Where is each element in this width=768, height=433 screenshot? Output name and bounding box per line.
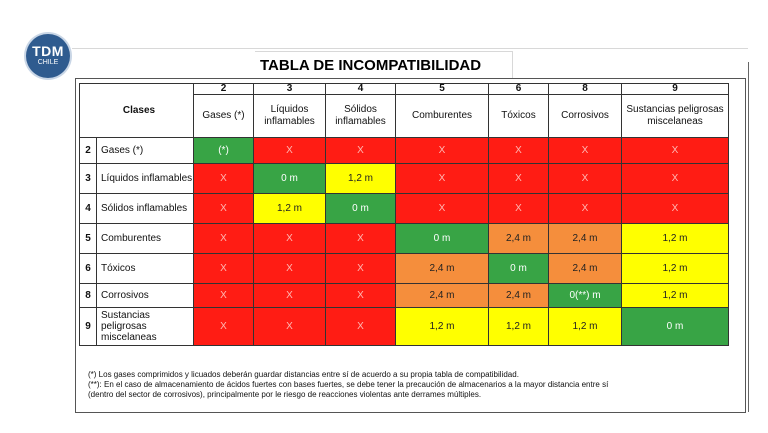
clases-header: Clases: [79, 83, 194, 138]
row-label: Comburentes: [96, 223, 194, 254]
logo-text: TDM: [32, 43, 64, 59]
column-number: 8: [548, 83, 622, 95]
divider: [748, 62, 749, 412]
compatibility-cell: X: [253, 283, 326, 308]
compatibility-cell: X: [193, 307, 254, 346]
row-number: 6: [79, 253, 97, 284]
compatibility-cell: X: [325, 307, 396, 346]
column-number: 4: [325, 83, 396, 95]
table-row: 5 Comburentes X X X 0 m 2,4 m 2,4 m 1,2 m: [79, 223, 729, 254]
compatibility-cell: X: [621, 163, 729, 194]
row-number: 3: [79, 163, 97, 194]
compatibility-cell: X: [193, 163, 254, 194]
compatibility-cell: X: [488, 137, 549, 164]
compatibility-cell: 1,2 m: [488, 307, 549, 346]
column-header: Líquidos inflamables: [253, 94, 326, 138]
compatibility-cell: X: [193, 193, 254, 224]
row-number: 2: [79, 137, 97, 164]
table-row: 8 Corrosivos X X X 2,4 m 2,4 m 0(**) m 1,2 m: [79, 283, 729, 308]
compatibility-cell: X: [253, 307, 326, 346]
compatibility-cell: 2,4 m: [395, 253, 489, 284]
column-number: 9: [621, 83, 729, 95]
compatibility-cell: 0 m: [488, 253, 549, 284]
row-number: 8: [79, 283, 97, 308]
compatibility-cell: X: [548, 163, 622, 194]
tdm-chile-logo: TDM CHILE: [26, 34, 70, 78]
compatibility-cell: 2,4 m: [488, 283, 549, 308]
compatibility-cell: X: [193, 223, 254, 254]
row-label: Líquidos inflamables: [96, 163, 194, 194]
column-number: 6: [488, 83, 549, 95]
compatibility-cell: 1,2 m: [395, 307, 489, 346]
compatibility-cell: 1,2 m: [325, 163, 396, 194]
compatibility-cell: 0 m: [253, 163, 326, 194]
column-header: Sustancias peligrosas miscelaneas: [621, 94, 729, 138]
compatibility-cell: X: [253, 137, 326, 164]
footnote-gases: (*) Los gases comprimidos y licuados deb…: [88, 370, 519, 379]
compatibility-cell: X: [488, 163, 549, 194]
row-label: Gases (*): [96, 137, 194, 164]
column-header: Tóxicos: [488, 94, 549, 138]
compatibility-cell: 1,2 m: [621, 283, 729, 308]
compatibility-cell: X: [395, 163, 489, 194]
compatibility-cell: X: [253, 253, 326, 284]
compatibility-cell: 1,2 m: [621, 223, 729, 254]
compatibility-cell: 0 m: [621, 307, 729, 346]
incompatibility-table: Clases 2 3 4 5 6 8 9 Gases (*) Líquidos inflamabl…: [79, 83, 729, 346]
column-header: Corrosivos: [548, 94, 622, 138]
column-header: Sólidos inflamables: [325, 94, 396, 138]
column-number: 5: [395, 83, 489, 95]
compatibility-cell: 2,4 m: [488, 223, 549, 254]
row-number: 4: [79, 193, 97, 224]
compatibility-cell: X: [193, 283, 254, 308]
compatibility-cell: X: [325, 223, 396, 254]
footnote-acids-cont: (dentro del sector de corrosivos), princ…: [88, 390, 482, 399]
row-label: Sustancias peligrosas miscelaneas: [96, 307, 194, 346]
column-number: 2: [193, 83, 254, 95]
row-number: 9: [79, 307, 97, 346]
compatibility-cell: X: [488, 193, 549, 224]
column-header: Comburentes: [395, 94, 489, 138]
compatibility-cell: 2,4 m: [395, 283, 489, 308]
logo-subtext: CHILE: [37, 59, 59, 66]
compatibility-cell: 1,2 m: [253, 193, 326, 224]
footnote-acids: (**): En el caso de almacenamiento de ác…: [88, 380, 609, 389]
compatibility-cell: (*): [193, 137, 254, 164]
footnotes: (*) Los gases comprimidos y licuados deb…: [88, 370, 738, 400]
compatibility-cell: 1,2 m: [621, 253, 729, 284]
compatibility-cell: X: [253, 223, 326, 254]
compatibility-cell: X: [621, 137, 729, 164]
column-header: Gases (*): [193, 94, 254, 138]
compatibility-cell: X: [395, 193, 489, 224]
compatibility-cell: X: [325, 253, 396, 284]
compatibility-cell: 1,2 m: [548, 307, 622, 346]
compatibility-cell: X: [548, 193, 622, 224]
compatibility-cell: X: [193, 253, 254, 284]
compatibility-cell: X: [395, 137, 489, 164]
table-row: 9 Sustancias peligrosas miscelaneas X X X 1,2…: [79, 307, 729, 346]
row-label: Corrosivos: [96, 283, 194, 308]
compatibility-cell: 2,4 m: [548, 223, 622, 254]
compatibility-cell: 0 m: [325, 193, 396, 224]
compatibility-cell: X: [548, 137, 622, 164]
header-number-row: Clases 2 3 4 5 6 8 9: [79, 83, 729, 138]
row-label: Tóxicos: [96, 253, 194, 284]
column-number: 3: [253, 83, 326, 95]
compatibility-cell: 2,4 m: [548, 253, 622, 284]
row-number: 5: [79, 223, 97, 254]
header-name-row: Gases (*) Líquidos inflamables Sólidos inf…: [80, 94, 729, 138]
row-label: Sólidos inflamables: [96, 193, 194, 224]
compatibility-cell: 0 m: [395, 223, 489, 254]
compatibility-cell: X: [325, 283, 396, 308]
page-title: TABLA DE INCOMPATIBILIDAD: [255, 51, 513, 78]
compatibility-cell: X: [621, 193, 729, 224]
compatibility-cell: 0(**) m: [548, 283, 622, 308]
divider: [72, 48, 748, 49]
table-row: 2 Gases (*) (*) X X X X X X: [79, 137, 729, 164]
compatibility-cell: X: [325, 137, 396, 164]
